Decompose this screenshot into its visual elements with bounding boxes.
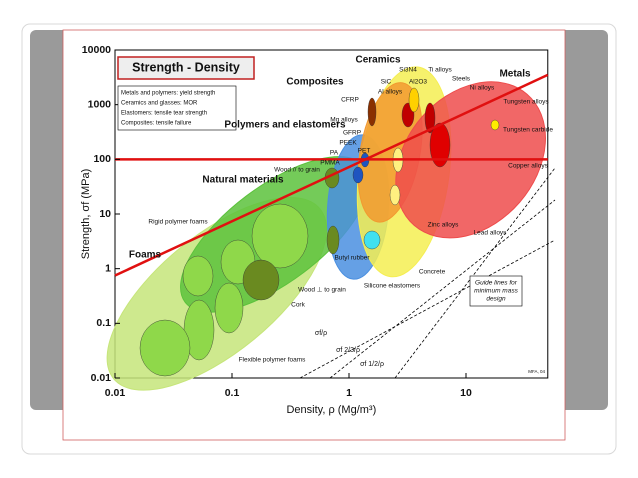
material-label: Ti alloys xyxy=(428,67,452,74)
guide-label: Guide lines for xyxy=(475,280,518,287)
credit: MFA, 04 xyxy=(528,369,545,374)
chart-title: Strength - Density xyxy=(132,60,240,74)
family-label: Foams xyxy=(129,250,162,261)
material-label: PA xyxy=(330,150,339,157)
family-label: Metals xyxy=(499,69,531,80)
chart: 0.01 0.1 1 10 100 1000 10000 0.01 0.1 1 10 Density,… xyxy=(80,44,556,416)
material-bubble xyxy=(242,259,280,301)
family-label: Polymers and elastomers xyxy=(224,120,346,131)
guide-formula: σf 2/3/ρ xyxy=(336,347,360,354)
y-axis-label: Strength, σf (MPa) xyxy=(80,169,92,260)
note: Elastomers: tensile tear strength xyxy=(121,111,207,117)
guide-box xyxy=(469,275,523,307)
material-label: Wood ⊥ to grain xyxy=(298,287,346,294)
material-label: Steels xyxy=(452,76,471,83)
notes-box xyxy=(117,85,237,131)
guide-line xyxy=(394,167,556,379)
material-label: Lead alloys xyxy=(474,230,508,237)
x-axis-label: Density, ρ (Mg/m³) xyxy=(286,404,376,416)
y-tick-label: 0.1 xyxy=(96,317,111,329)
material-label: Silicone elastomers xyxy=(364,283,421,290)
material-bubble xyxy=(352,166,364,184)
material-bubble xyxy=(408,87,420,113)
material-label: Cork xyxy=(291,302,305,309)
material-label: Flexible polymer foams xyxy=(239,357,307,364)
material-label: Zinc alloys xyxy=(428,222,459,229)
material-bubble xyxy=(367,97,377,127)
material-label: CFRP xyxy=(341,97,359,104)
guide-label: design xyxy=(486,296,506,303)
material-label: Tungsten alloys xyxy=(503,99,549,106)
material-label: Rigid polymer foams xyxy=(148,219,208,226)
material-bubble xyxy=(490,119,500,131)
material-bubble xyxy=(363,230,381,250)
material-bubble xyxy=(214,282,244,334)
material-label: Mg alloys xyxy=(330,117,358,124)
material-label: Wood // to grain xyxy=(274,167,320,174)
family-label: Ceramics xyxy=(355,55,400,66)
x-tick-label: 1 xyxy=(346,387,352,399)
guide-label: minimum mass xyxy=(474,288,518,295)
material-label: GFRP xyxy=(343,130,361,137)
note: Metals and polymers: yield strength xyxy=(121,91,215,97)
guide-line xyxy=(329,199,556,379)
material-label: SiC xyxy=(381,79,392,86)
guide-line xyxy=(299,239,556,379)
material-label: PET xyxy=(358,148,371,155)
y-tick-label: 100 xyxy=(93,153,111,165)
material-label: Al2O3 xyxy=(409,79,427,86)
material-label: Copper alloys xyxy=(508,163,548,170)
material-bubble xyxy=(424,102,436,134)
guide-formula: σf/ρ xyxy=(315,330,327,337)
x-tick-label: 10 xyxy=(460,387,472,399)
family-label: Natural materials xyxy=(202,175,284,186)
material-bubble xyxy=(139,319,191,377)
material-label: Tungsten carbide xyxy=(503,127,553,134)
material-bubble xyxy=(389,184,401,206)
y-tick-label: 10000 xyxy=(82,44,111,56)
selection-line xyxy=(114,73,549,277)
x-tick-label: 0.1 xyxy=(225,387,240,399)
material-bubble xyxy=(429,122,451,168)
note: Ceramics and glasses: MOR xyxy=(121,101,198,107)
guide-formula: σf 1/2/ρ xyxy=(360,361,384,368)
y-tick-label: 10 xyxy=(99,208,111,220)
material-label: PMMA xyxy=(320,160,340,167)
material-label: Si3N4 xyxy=(399,67,417,74)
family-label: Composites xyxy=(286,77,344,88)
material-label: Butyl rubber xyxy=(334,255,370,262)
x-tick-label: 0.01 xyxy=(105,387,126,399)
material-label: PEEK xyxy=(339,140,357,147)
y-tick-label: 0.01 xyxy=(91,372,112,384)
y-tick-label: 1 xyxy=(105,262,111,274)
material-bubble xyxy=(182,255,214,297)
material-label: Concrete xyxy=(419,269,446,276)
y-tick-label: 1000 xyxy=(88,98,112,110)
material-label: Al alloys xyxy=(378,89,403,96)
material-bubble xyxy=(326,225,340,255)
title-box xyxy=(117,56,255,80)
material-label: Ni alloys xyxy=(470,85,495,92)
note: Composites: tensile failure xyxy=(121,121,192,127)
material-bubble xyxy=(251,203,309,269)
